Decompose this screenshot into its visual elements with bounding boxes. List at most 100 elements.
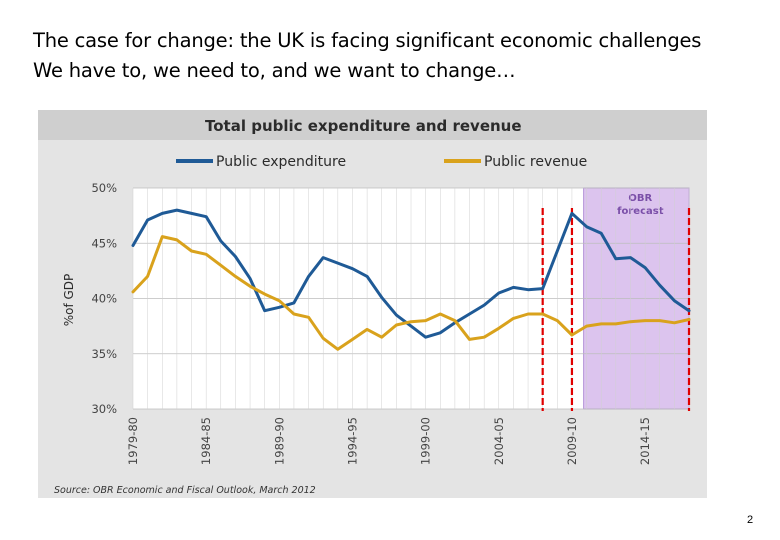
y-tick-label: 40%	[91, 292, 117, 306]
data-point	[219, 264, 222, 267]
data-point	[176, 239, 178, 241]
data-point	[395, 324, 398, 326]
data-point	[380, 296, 383, 299]
data-point	[600, 323, 603, 325]
data-point	[307, 275, 310, 278]
data-point	[439, 313, 442, 315]
data-point	[249, 277, 251, 280]
legend-label-expenditure: Public expenditure	[216, 154, 346, 170]
x-tick-label: 1979-80	[126, 417, 140, 465]
data-point	[234, 255, 237, 258]
data-point	[556, 319, 559, 322]
data-point	[483, 336, 485, 338]
data-point	[263, 293, 266, 295]
data-point	[497, 327, 500, 330]
data-point	[497, 292, 500, 294]
y-tick-label: 30%	[91, 402, 117, 416]
data-point	[293, 302, 295, 304]
y-tick-labels: 50% 45% 40% 35% 30%	[91, 181, 117, 416]
x-tick-label: 2004-05	[492, 417, 506, 465]
data-point	[541, 287, 544, 290]
data-point	[658, 319, 661, 322]
data-point	[366, 275, 368, 278]
data-point	[263, 309, 266, 312]
x-tick-label: 1984-85	[199, 417, 213, 465]
data-point	[541, 313, 544, 315]
data-point	[644, 319, 646, 322]
y-axis-label: %of GDP	[62, 274, 76, 327]
data-point	[688, 318, 690, 321]
data-point	[571, 212, 573, 215]
data-point	[249, 285, 251, 288]
data-point	[205, 253, 207, 256]
data-point	[673, 299, 676, 302]
x-tick-label: 1999-00	[419, 417, 433, 465]
data-point	[322, 337, 325, 340]
data-point	[176, 209, 178, 211]
data-point	[468, 313, 471, 315]
chart-panel: Total public expenditure and revenue Pub…	[38, 110, 707, 498]
data-point	[190, 250, 193, 252]
data-point	[278, 306, 281, 309]
x-tick-label: 2009-10	[565, 417, 579, 465]
data-point	[410, 325, 412, 327]
data-point	[439, 331, 442, 334]
chart-title-band	[38, 110, 707, 140]
data-point	[527, 313, 529, 315]
data-point	[629, 256, 632, 259]
data-point	[527, 288, 529, 291]
slide-title-line-1: The case for change: the UK is facing si…	[33, 29, 702, 52]
chart-title: Total public expenditure and revenue	[205, 117, 522, 135]
data-point	[395, 314, 398, 316]
data-point	[161, 212, 164, 215]
data-point	[688, 309, 690, 312]
data-point	[366, 328, 368, 331]
data-point	[234, 275, 237, 278]
data-point	[205, 215, 207, 218]
data-point	[307, 316, 310, 319]
data-point	[410, 320, 412, 323]
page-number: 2	[747, 514, 754, 526]
data-point	[556, 250, 559, 252]
legend-label-revenue: Public revenue	[484, 154, 587, 170]
x-tick-label: 1994-95	[345, 417, 359, 465]
data-point	[351, 267, 354, 270]
data-point	[278, 299, 281, 302]
data-point	[571, 334, 573, 336]
data-point	[673, 322, 676, 324]
data-point	[424, 319, 427, 322]
data-point	[219, 240, 222, 242]
data-point	[146, 275, 149, 278]
data-point	[146, 219, 149, 221]
data-point	[615, 323, 617, 325]
slide-title-line-2: We have to, we need to, and we want to c…	[33, 59, 516, 82]
data-point	[600, 232, 603, 235]
y-tick-label: 45%	[91, 236, 117, 250]
x-tick-label: 2014-15	[638, 417, 652, 465]
data-point	[658, 284, 661, 287]
data-point	[483, 304, 485, 306]
data-point	[629, 320, 632, 323]
data-point	[468, 338, 471, 341]
slide-title: The case for change: the UK is facing si…	[33, 26, 701, 86]
data-lines	[131, 208, 691, 351]
data-point	[132, 244, 134, 247]
x-tick-label: 1989-90	[272, 417, 286, 465]
data-point	[161, 235, 164, 238]
x-tick-labels: 1979-80 1984-85 1989-90 1994-95 1999-00 2004-…	[126, 417, 652, 465]
expenditure-revenue-chart: Total public expenditure and revenue Pub…	[38, 110, 707, 498]
data-point	[512, 286, 515, 289]
data-point	[322, 256, 325, 259]
data-point	[644, 266, 646, 269]
data-point	[132, 291, 134, 293]
data-point	[512, 317, 515, 320]
data-point	[585, 325, 588, 327]
forecast-band-label-line-1: OBR	[628, 193, 652, 204]
data-point	[190, 212, 193, 215]
data-point	[380, 336, 383, 338]
forecast-band-label-line-2: forecast	[617, 206, 664, 217]
data-point	[337, 348, 339, 351]
data-point	[424, 336, 427, 338]
data-point	[585, 225, 588, 228]
y-tick-label: 50%	[91, 181, 117, 195]
